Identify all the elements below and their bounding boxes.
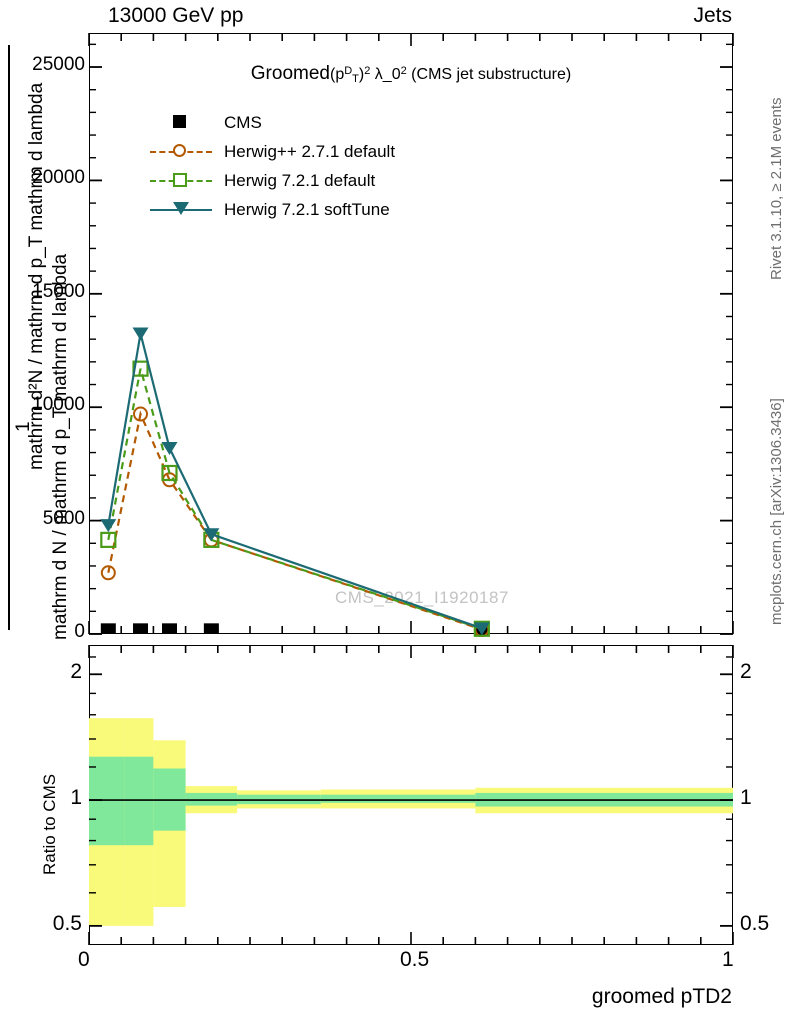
legend-key-herwig721-softtune [150,198,212,222]
legend-entry-herwigpp271: Herwig++ 2.7.1 default [150,137,395,166]
plot-title-expr-sup-d: D [344,65,353,77]
marker-filled-square [162,623,177,634]
ratio-tick-label-right: 1 [740,786,752,810]
filled-square-icon [173,114,186,128]
marker-triangle-down [473,622,490,636]
legend-entry-herwig721-default: Herwig 7.2.1 default [150,166,395,195]
plot-title-expr-sub: T [352,73,359,85]
yaxis-tick-label: 25000 [32,54,85,76]
legend-label-herwig721-default: Herwig 7.2.1 default [224,170,376,190]
plot-title-expr-close: ) [358,66,365,83]
marker-filled-square [133,623,149,634]
open-circle-icon [173,143,186,157]
legend: CMS Herwig++ 2.7.1 default Herwig 7.2.1 … [150,108,395,224]
series-herwig-7-2-1-default [100,360,490,637]
legend-entry-cms: CMS [150,108,395,137]
legend-key-herwig721-default [150,169,212,193]
ratio-tick-label-right: 0.5 [740,911,770,935]
marker-triangle-down [100,519,117,533]
plot-title-suffix: (CMS jet substructure) [406,66,572,83]
plot-title-expr-pow: 2 [364,65,371,77]
legend-key-cms [150,111,212,135]
series-herwig-2-7-1-default [100,406,490,637]
plot-title-lambda: λ_0 [370,66,401,83]
marker-open-square [161,464,178,482]
marker-filled-square [203,623,219,634]
marker-triangle-down [132,327,149,341]
yaxis-tick-label: 20000 [32,167,85,189]
marker-open-circle [100,565,116,581]
yaxis-tick-label: 10000 [32,394,85,416]
legend-label-cms: CMS [224,112,262,132]
marker-triangle-down [203,528,220,542]
marker-open-square [100,531,117,548]
open-square-icon [173,172,187,187]
plot-title-lambda-pow: 2 [400,65,407,77]
plot-title-expr-open: (p [329,66,345,83]
marker-open-square [473,620,490,637]
legend-label-herwig721-softtune: Herwig 7.2.1 softTune [224,199,390,219]
ratio-tick-label-left: 2 [70,660,82,684]
marker-open-circle [133,406,149,422]
ratio-tick-label-right: 2 [740,660,752,684]
legend-key-herwigpp271 [150,140,212,164]
legend-label-herwigpp271: Herwig++ 2.7.1 default [224,141,396,161]
yaxis-tick-labels: 0 5000 10000 15000 20000 25000 [0,0,85,1024]
yaxis-tick-label: 0 [74,621,85,642]
yaxis-tick-label: 5000 [42,507,85,529]
ratio-band-green [124,756,154,846]
legend-entry-herwig721-softtune: Herwig 7.2.1 softTune [150,195,395,224]
header-category: Jets [693,4,732,27]
series-herwig-7-2-1-softtune [100,327,490,636]
xaxis-tick-label: 0 [78,948,90,971]
ratio-tick-label-left: 0.5 [52,911,82,935]
marker-filled-square [100,623,116,634]
header-collision-energy: 13000 GeV pp [108,4,244,27]
series-line [107,368,483,630]
marker-triangle-down [161,442,178,456]
ratio-band-green [320,794,476,803]
ratio-tick-label-left: 1 [70,786,82,810]
xaxis-title: groomed pTD2 [591,985,732,1008]
triangle-down-icon [173,201,189,215]
xaxis-tick-label: 1 [722,948,734,971]
yaxis-fraction-bar [8,45,10,630]
plot-title: Groomed(pDT)2 λ_02 (CMS jet substructure… [89,63,733,85]
plot-title-main: Groomed [250,63,330,84]
yaxis-tick-label: 15000 [32,280,85,302]
series-cms [100,623,490,637]
xaxis-tick-label: 0.5 [400,948,430,971]
